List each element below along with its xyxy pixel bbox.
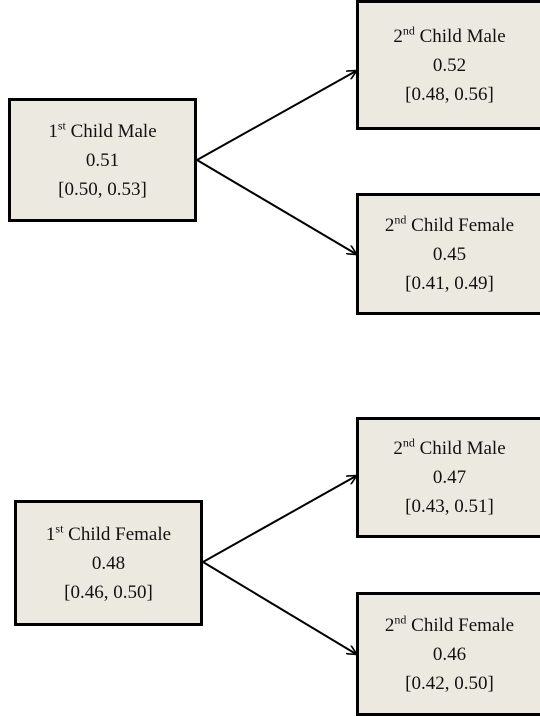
ordinal: 2: [393, 438, 403, 459]
node-box: 2nd Child Female 0.45 [0.41, 0.49]: [356, 193, 540, 315]
node-label: 1st Child Male: [48, 117, 156, 146]
arrow: [202, 561, 356, 654]
node-interval: [0.48, 0.56]: [405, 83, 494, 105]
node-value: 0.48: [91, 552, 126, 574]
node-label: 2nd Child Female: [385, 211, 514, 240]
node-interval: [0.50, 0.53]: [58, 178, 147, 200]
label: Child Male: [419, 25, 506, 47]
arrow: [196, 71, 356, 161]
arrow: [196, 159, 356, 254]
ordinal-suffix: nd: [402, 23, 415, 38]
node-box: 2nd Child Male 0.52 [0.48, 0.56]: [356, 0, 540, 130]
node-value: 0.52: [432, 54, 467, 76]
ordinal-suffix: nd: [394, 612, 407, 627]
node-interval: [0.41, 0.49]: [405, 272, 494, 294]
node-interval: [0.43, 0.51]: [405, 496, 494, 517]
ordinal: 1: [48, 120, 58, 142]
node-box: 1st Child Male 0.51 [0.50, 0.53]: [8, 98, 197, 222]
node-label: 2nd Child Male: [393, 434, 505, 463]
node-value: 0.47: [432, 467, 467, 488]
ordinal-suffix: nd: [402, 435, 415, 450]
ordinal-suffix: nd: [394, 212, 407, 227]
label: Child Female: [411, 214, 515, 236]
node-value: 0.46: [432, 643, 467, 665]
ordinal: 2: [384, 214, 395, 236]
label: Child Male: [419, 438, 506, 459]
node-interval: [0.42, 0.50]: [405, 672, 494, 694]
label: Child Male: [70, 120, 157, 142]
label: Child Female: [68, 523, 172, 545]
ordinal: 2: [393, 25, 403, 47]
arrow: [202, 476, 356, 563]
node-value: 0.45: [432, 243, 467, 265]
node-box: 2nd Child Female 0.46 [0.42, 0.50]: [356, 592, 540, 716]
node-label: 1st Child Female: [46, 520, 171, 549]
node-value: 0.51: [85, 149, 120, 171]
node-label: 2nd Child Male: [393, 22, 505, 51]
node-box: 1st Child Female 0.48 [0.46, 0.50]: [14, 500, 203, 626]
ordinal-suffix: st: [57, 118, 66, 133]
ordinal-suffix: st: [55, 521, 64, 536]
ordinal: 2: [384, 614, 395, 636]
node-label: 2nd Child Female: [385, 611, 514, 640]
label: Child Female: [411, 614, 515, 636]
node-interval: [0.46, 0.50]: [64, 581, 153, 603]
ordinal: 1: [45, 523, 56, 545]
node-box: 2nd Child Male 0.47 [0.43, 0.51]: [356, 417, 540, 538]
